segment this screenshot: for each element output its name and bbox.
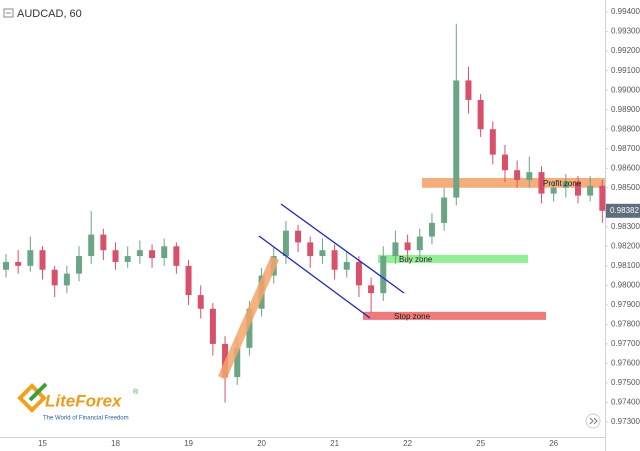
y-tick-label: 0.97900 — [611, 300, 640, 309]
candle-body — [295, 230, 302, 243]
y-tick-label: 0.97400 — [611, 398, 640, 407]
candle-body — [197, 295, 204, 309]
y-tick-label: 0.97800 — [611, 319, 640, 328]
candle-body — [39, 250, 46, 270]
candle-body — [368, 285, 375, 294]
candle-body — [392, 242, 399, 257]
candle-body — [149, 250, 156, 259]
chart-title: AUDCAD, 60 — [17, 8, 82, 20]
logo-tagline: The World of Financial Freedom — [43, 416, 129, 422]
candle-body — [319, 250, 326, 257]
candle-body — [63, 273, 70, 286]
x-tick-label: 19 — [184, 439, 193, 448]
candle-body — [173, 246, 180, 266]
candle-body — [27, 250, 34, 266]
scroll-icon — [589, 417, 598, 425]
y-tick-label: 0.99200 — [611, 46, 640, 55]
x-tick-label: 20 — [257, 439, 266, 448]
y-tick-label: 0.98100 — [611, 261, 640, 270]
candle-body — [599, 185, 606, 211]
candle-body — [416, 236, 423, 251]
zone — [363, 311, 546, 320]
candle-body — [465, 80, 472, 100]
candle-body — [404, 242, 411, 251]
y-tick-label: 0.98900 — [611, 105, 640, 114]
candle-body — [100, 234, 107, 251]
candle-body — [574, 181, 581, 196]
candle-body — [501, 154, 508, 171]
candle-body — [88, 234, 95, 257]
logo-mark: ® — [133, 388, 139, 396]
logo: LiteForex ® The World of Financial Freed… — [17, 382, 139, 422]
candle-body — [185, 265, 192, 296]
candle-body — [428, 222, 435, 237]
logo-name: LiteForex — [45, 391, 123, 410]
y-tick-label: 0.99000 — [611, 85, 640, 94]
candle-body — [282, 230, 289, 257]
candle-body — [562, 181, 569, 188]
x-tick-label: 22 — [403, 439, 412, 448]
zone-label: Buy zone — [399, 255, 433, 264]
y-tick-label: 0.97700 — [611, 339, 640, 348]
candle-body — [526, 172, 533, 180]
y-tick-label: 0.99400 — [611, 7, 640, 16]
x-tick-label: 25 — [476, 439, 485, 448]
channel-lower — [258, 235, 371, 319]
candle-body — [331, 250, 338, 270]
y-tick-label: 0.98600 — [611, 163, 640, 172]
candle-body — [3, 261, 9, 270]
candle-body — [587, 185, 594, 196]
symbol-icon — [3, 8, 14, 18]
zone — [422, 178, 605, 188]
candle-body — [441, 197, 448, 223]
zone — [378, 254, 528, 263]
candle-body — [112, 250, 119, 262]
y-tick-label: 0.98700 — [611, 144, 640, 153]
candle-body — [124, 256, 131, 262]
x-tick-label: 18 — [111, 439, 120, 448]
candle-body — [76, 256, 83, 274]
y-tick-label: 0.97300 — [611, 417, 640, 426]
candle-body — [234, 347, 241, 378]
candle-body — [15, 261, 22, 266]
candle-body — [538, 172, 545, 194]
logo-icon — [17, 383, 47, 413]
x-tick-label: 15 — [38, 439, 47, 448]
zone-label: Stop zone — [394, 312, 431, 321]
candle-body — [307, 242, 314, 257]
candle-body — [51, 269, 58, 286]
y-tick-label: 0.99300 — [611, 27, 640, 36]
channel-upper — [280, 203, 405, 294]
plot — [3, 23, 606, 403]
candle-body — [380, 256, 387, 294]
y-tick-label: 0.98500 — [611, 183, 640, 192]
candle-body — [209, 308, 216, 344]
candle-body — [136, 250, 143, 257]
last-price-label: 0.98382 — [610, 206, 639, 215]
candle-body — [161, 246, 168, 259]
candle-body — [453, 80, 460, 198]
logo-icon — [28, 382, 48, 402]
x-tick-label: 26 — [549, 439, 558, 448]
y-tick-label: 0.99100 — [611, 66, 640, 75]
candle-body — [550, 187, 557, 194]
y-tick-label: 0.98800 — [611, 124, 640, 133]
zone-label: Profit zone — [543, 179, 582, 188]
candle-body — [343, 261, 350, 270]
y-tick-label: 0.97500 — [611, 378, 640, 387]
y-tick-label: 0.98200 — [611, 241, 640, 250]
candle-body — [246, 308, 253, 348]
candle-body — [477, 99, 484, 130]
x-tick-label: 21 — [330, 439, 339, 448]
candle-body — [489, 129, 496, 155]
candle-body — [514, 170, 521, 180]
last-price-box — [606, 203, 640, 218]
y-tick-label: 0.98300 — [611, 222, 640, 231]
y-tick-label: 0.97600 — [611, 359, 640, 368]
impulse-highlight — [218, 256, 279, 380]
candle-body — [355, 261, 362, 286]
y-tick-label: 0.98000 — [611, 280, 640, 289]
